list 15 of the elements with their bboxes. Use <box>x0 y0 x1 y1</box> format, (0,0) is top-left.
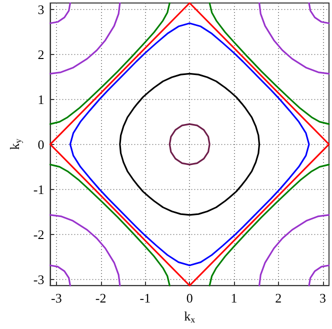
x-tick-label: -2 <box>95 290 106 306</box>
x-tick-label: 1 <box>230 290 238 306</box>
y-tick-label: 1 <box>38 92 44 107</box>
x-tick-label: 2 <box>275 290 282 306</box>
y-tick-label: 2 <box>38 46 44 62</box>
y-tick-label: -3 <box>33 272 44 287</box>
y-tick-label: -2 <box>33 226 44 242</box>
x-tick-label: 0 <box>186 290 193 306</box>
x-tick-label: -1 <box>140 290 151 306</box>
y-axis-title: ky <box>7 138 23 150</box>
x-tick-label: 3 <box>320 290 326 306</box>
y-tick-label: 3 <box>38 2 44 17</box>
x-tick-label: -3 <box>51 290 62 306</box>
y-tick-label: -1 <box>33 182 44 197</box>
y-tick-label: 0 <box>38 136 44 152</box>
